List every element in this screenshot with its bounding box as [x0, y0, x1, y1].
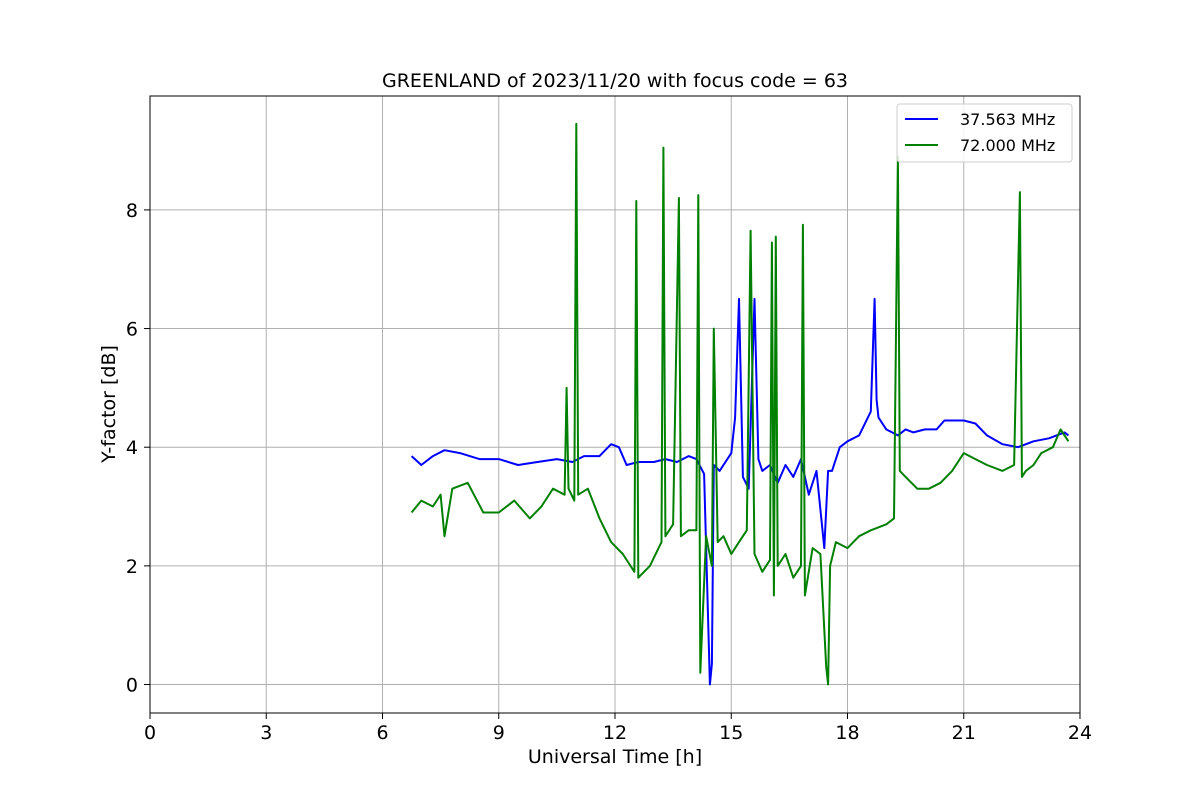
series-layer [410, 122, 1070, 686]
legend-label-72mhz: 72.000 MHz [960, 136, 1055, 155]
x-tick-label: 6 [376, 722, 388, 744]
x-tick-label: 12 [603, 722, 627, 744]
legend-box [896, 103, 1073, 163]
y-axis-label: Y-factor [dB] [98, 345, 120, 464]
x-tick-label: 0 [144, 722, 156, 744]
legend-label-37mhz: 37.563 MHz [960, 110, 1055, 129]
y-tick-label: 6 [126, 319, 138, 341]
x-axis-label: Universal Time [h] [528, 746, 702, 768]
series-line-0 [410, 297, 1070, 686]
x-tick-label: 21 [952, 722, 976, 744]
chart-title: GREENLAND of 2023/11/20 with focus code … [382, 70, 848, 92]
x-tick-label: 24 [1068, 722, 1092, 744]
y-tick-label: 0 [126, 675, 138, 697]
x-tick-label: 18 [835, 722, 859, 744]
x-tick-label: 3 [260, 722, 272, 744]
legend: 37.563 MHz 72.000 MHz [896, 103, 1073, 163]
series-line-1 [410, 122, 1070, 686]
y-tick-label: 2 [126, 556, 138, 578]
y-tick-label: 8 [126, 200, 138, 222]
y-tick-label: 4 [126, 437, 138, 459]
x-tick-label: 15 [719, 722, 743, 744]
x-tick-label: 9 [493, 722, 505, 744]
